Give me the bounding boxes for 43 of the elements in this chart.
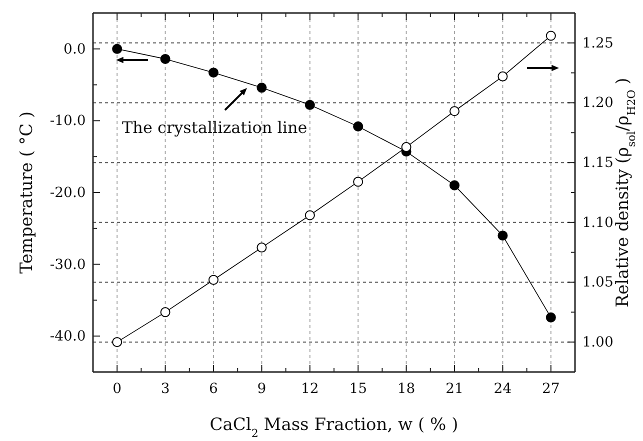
y-tick-label: -30.0	[50, 256, 86, 273]
y-tick-label: -40.0	[50, 328, 86, 345]
x-tick-label: 9	[257, 381, 266, 398]
point	[208, 68, 219, 78]
x-tick-label: 27	[542, 381, 560, 398]
point	[208, 274, 219, 285]
point	[498, 71, 508, 82]
point	[353, 121, 364, 132]
point	[112, 44, 122, 54]
point	[546, 312, 556, 322]
point	[449, 106, 460, 116]
y2-tick-label: 1.10	[582, 214, 614, 231]
point	[353, 176, 364, 187]
point	[546, 30, 556, 41]
point	[449, 180, 460, 190]
point	[304, 210, 315, 220]
x-tick-label: 0	[112, 381, 122, 398]
x-tick-label: 21	[446, 381, 464, 398]
x-axis-title: CaCl$_{2}$ Mass Fraction, w ( % )	[210, 415, 458, 440]
annotation: The crystallization line	[122, 118, 308, 137]
y2-tick-label: 1.15	[582, 155, 614, 172]
y2-tick-label: 1.20	[582, 95, 614, 112]
y-axis-title: Temperature ( °C )	[17, 111, 37, 274]
x-tick-label: 3	[160, 381, 170, 398]
point	[160, 307, 170, 318]
point	[256, 82, 267, 93]
y2-tick-label: 1.00	[582, 334, 614, 351]
x-tick-label: 12	[300, 381, 319, 398]
y-tick-label: 0.0	[64, 41, 86, 58]
x-tick-label: 6	[209, 381, 218, 398]
point	[112, 337, 122, 348]
y-tick-label: -10.0	[50, 113, 86, 130]
point	[498, 230, 508, 241]
point	[256, 242, 267, 253]
point	[401, 142, 412, 152]
y2-tick-label: 1.25	[582, 35, 614, 52]
x-tick-label: 15	[349, 381, 368, 398]
x-tick-label: 24	[494, 381, 512, 398]
point	[160, 54, 170, 64]
y2-tick-label: 1.05	[582, 274, 614, 291]
x-tick-label: 18	[397, 381, 416, 398]
y-tick-label: -20.0	[50, 184, 86, 201]
point	[304, 100, 315, 110]
